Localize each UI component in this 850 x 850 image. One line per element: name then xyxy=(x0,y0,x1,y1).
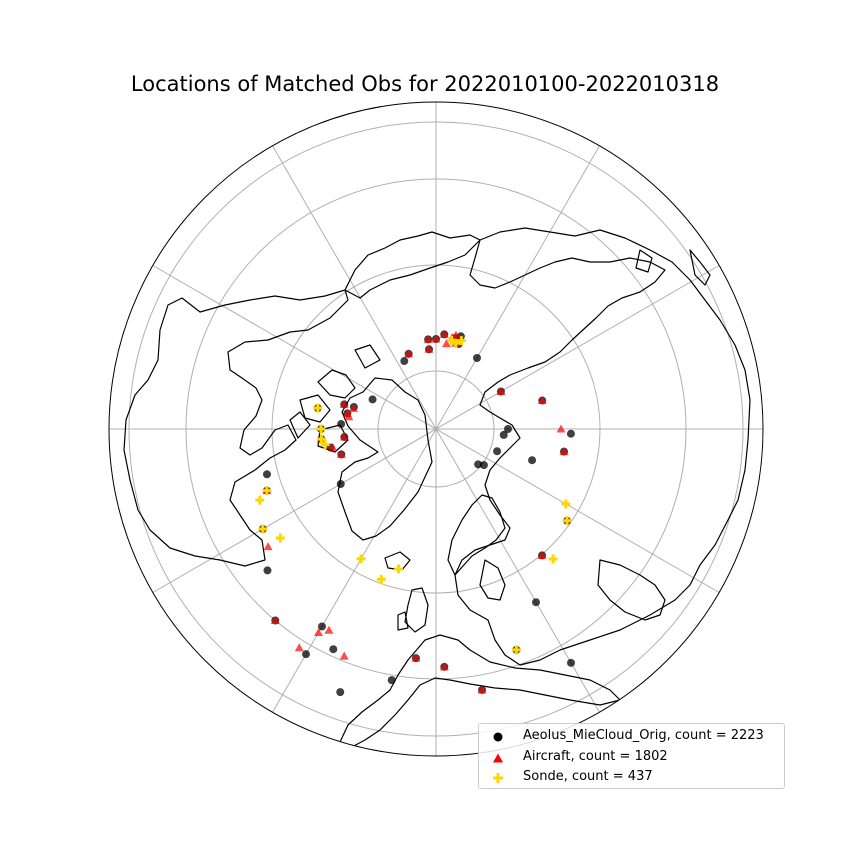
aircraft-point xyxy=(439,662,449,671)
legend-entry-aeolus: Aeolus_MieCloud_Orig, count = 2223 xyxy=(479,726,784,747)
aeolus-point xyxy=(479,461,488,470)
observation-points xyxy=(255,329,575,697)
coastline-east-asia xyxy=(597,559,666,621)
coastline-north-america xyxy=(123,289,349,567)
coastline-archipelago xyxy=(289,344,381,453)
map-title: Locations of Matched Obs for 2022010100-… xyxy=(130,72,720,96)
map-boundary xyxy=(108,101,764,757)
aeolus-point xyxy=(336,480,345,488)
aircraft-point xyxy=(339,399,349,408)
aircraft-point xyxy=(556,424,566,433)
sonde-point xyxy=(511,645,521,655)
legend-entry-aircraft: Aircraft, count = 1802 xyxy=(479,747,784,768)
sonde-point xyxy=(548,554,558,564)
sonde-point xyxy=(258,524,268,534)
aeolus-point xyxy=(532,598,540,607)
aeolus-point xyxy=(368,395,377,404)
aircraft-point xyxy=(477,685,487,694)
coastline-greenland xyxy=(337,377,433,541)
aeolus-point xyxy=(263,566,272,575)
aircraft-point xyxy=(324,625,334,634)
sonde-point xyxy=(447,335,457,345)
coastline-baltic xyxy=(479,559,506,601)
coastline-eurasia xyxy=(454,227,751,666)
sonde-point xyxy=(316,434,326,444)
sonde-point xyxy=(255,495,265,505)
legend-entry-sonde: Sonde, count = 437 xyxy=(479,767,784,788)
sonde-point xyxy=(451,338,461,348)
triangle-marker-icon xyxy=(493,753,503,762)
aircraft-point xyxy=(424,344,434,353)
aircraft-point xyxy=(328,442,338,451)
coastline-europe xyxy=(339,634,621,749)
aeolus-point xyxy=(473,353,481,362)
aircraft-point xyxy=(349,403,359,412)
aeolus-point xyxy=(318,622,326,631)
coastline-uk xyxy=(397,587,429,633)
plus-marker-icon xyxy=(493,773,503,783)
aircraft-point xyxy=(411,653,421,662)
aeolus-point xyxy=(499,430,508,439)
coastline-iceland xyxy=(384,551,411,571)
aircraft-point xyxy=(451,330,461,339)
aircraft-point xyxy=(263,542,273,551)
aeolus-point xyxy=(493,447,502,456)
sonde-point xyxy=(320,440,330,450)
legend-label-aeolus: Aeolus_MieCloud_Orig, count = 2223 xyxy=(523,728,764,743)
aircraft-point xyxy=(339,432,349,441)
aircraft-point xyxy=(537,550,547,559)
aeolus-point xyxy=(329,645,338,654)
map-disc xyxy=(109,102,763,756)
aircraft-point xyxy=(294,643,304,652)
coastline-alaska xyxy=(344,231,481,299)
aircraft-point xyxy=(441,339,451,348)
circle-marker-icon xyxy=(493,732,503,742)
aircraft-point xyxy=(423,334,433,343)
meridian-line xyxy=(272,145,600,713)
aircraft-point xyxy=(339,651,349,660)
sonde-point xyxy=(275,533,285,543)
aircraft-point xyxy=(537,396,547,405)
aircraft-point xyxy=(404,349,414,358)
aeolus-point xyxy=(337,420,346,429)
legend-label-sonde: Sonde, count = 437 xyxy=(523,769,653,784)
aircraft-point xyxy=(439,329,449,338)
aircraft-point xyxy=(431,334,441,343)
sonde-point xyxy=(456,336,466,346)
aeolus-point xyxy=(566,429,575,438)
aeolus-point xyxy=(528,456,537,465)
legend: Aeolus_MieCloud_Orig, count = 2223 Aircr… xyxy=(478,723,785,789)
aircraft-point xyxy=(336,449,346,458)
aeolus-point xyxy=(302,650,310,659)
aeolus-point xyxy=(262,470,271,479)
coastlines xyxy=(123,227,751,749)
aircraft-point xyxy=(270,616,280,625)
legend-label-aircraft: Aircraft, count = 1802 xyxy=(523,748,668,764)
aircraft-point xyxy=(496,387,506,395)
sonde-point xyxy=(262,486,272,496)
aeolus-point xyxy=(567,658,575,667)
aircraft-point xyxy=(344,412,354,421)
coastline-scandinavia xyxy=(447,494,506,576)
aircraft-point xyxy=(314,628,323,637)
sonde-point xyxy=(376,574,386,584)
aeolus-point xyxy=(387,676,396,685)
sonde-point xyxy=(356,554,366,564)
meridians xyxy=(109,102,763,756)
aeolus-point xyxy=(504,425,512,433)
aircraft-point xyxy=(559,447,569,456)
aeolus-point xyxy=(336,688,345,697)
sonde-point xyxy=(562,516,572,526)
sonde-point xyxy=(393,564,403,574)
sonde-point xyxy=(316,424,326,434)
coastline-japan xyxy=(635,249,711,286)
sonde-point xyxy=(313,403,323,413)
sonde-point xyxy=(561,499,571,509)
aeolus-point xyxy=(400,357,409,366)
